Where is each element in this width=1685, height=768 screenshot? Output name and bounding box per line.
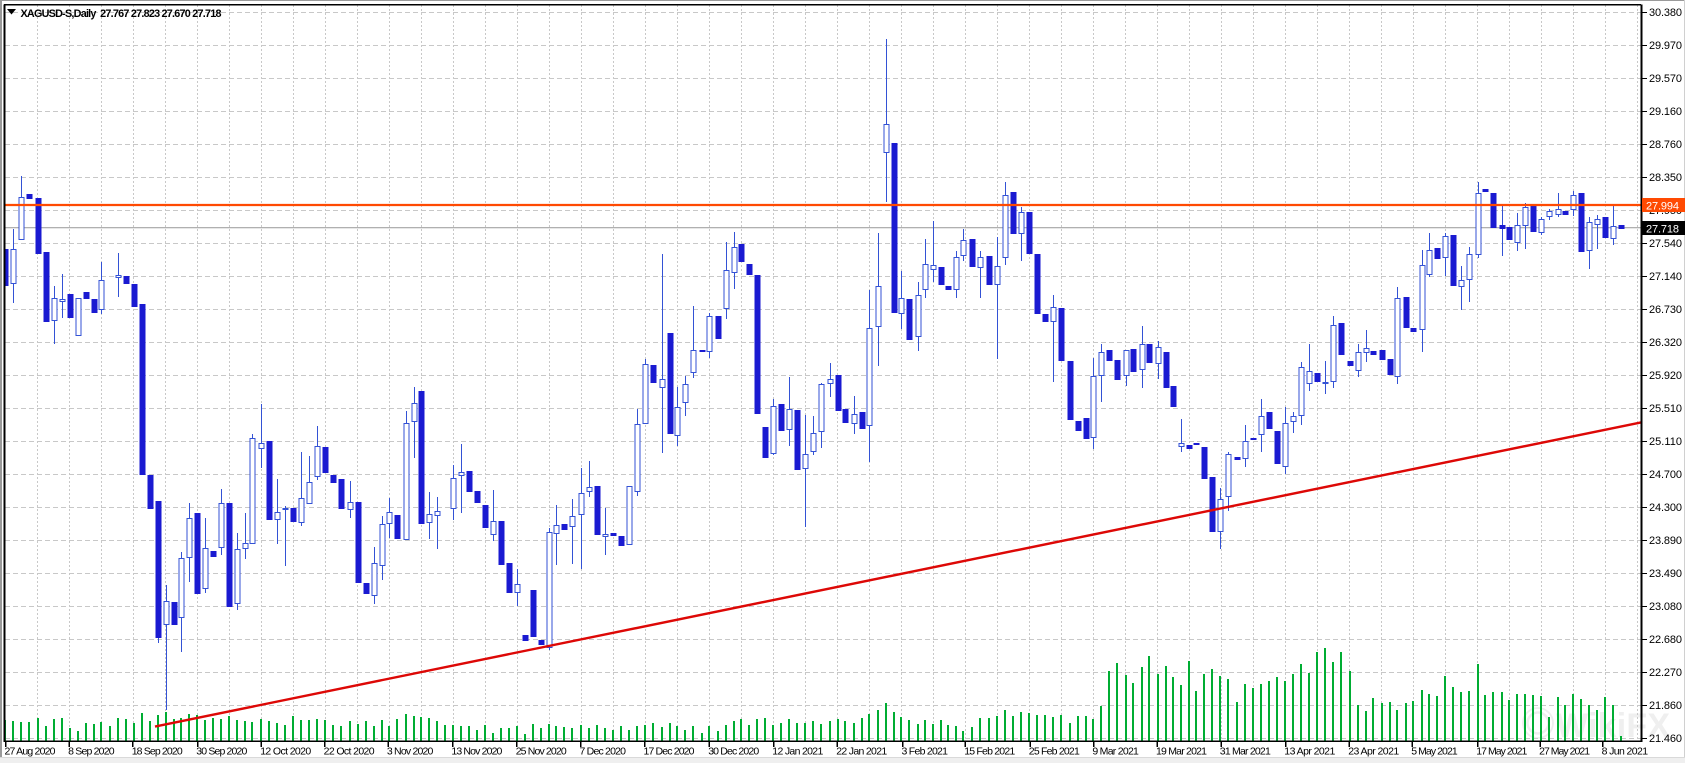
svg-text:27.140: 27.140 [1649, 271, 1682, 283]
svg-text:23 Apr 2021: 23 Apr 2021 [1348, 746, 1399, 758]
svg-text:25.510: 25.510 [1649, 403, 1682, 415]
svg-text:23.490: 23.490 [1649, 568, 1682, 580]
svg-text:21.460: 21.460 [1649, 733, 1682, 745]
svg-text:28.350: 28.350 [1649, 172, 1682, 184]
svg-text:25 Nov 2020: 25 Nov 2020 [516, 746, 567, 758]
svg-text:28.760: 28.760 [1649, 139, 1682, 151]
svg-text:26.730: 26.730 [1649, 304, 1682, 316]
svg-text:26.320: 26.320 [1649, 337, 1682, 349]
svg-text:3 Feb 2021: 3 Feb 2021 [902, 746, 949, 758]
svg-text:30 Dec 2020: 30 Dec 2020 [708, 746, 759, 758]
svg-text:17 Dec 2020: 17 Dec 2020 [644, 746, 695, 758]
svg-text:9 Mar 2021: 9 Mar 2021 [1092, 746, 1139, 758]
svg-text:21.860: 21.860 [1649, 700, 1682, 712]
svg-text:13 Apr 2021: 13 Apr 2021 [1284, 746, 1335, 758]
svg-text:30 Sep 2020: 30 Sep 2020 [196, 746, 247, 758]
svg-text:31 Mar 2021: 31 Mar 2021 [1220, 746, 1271, 758]
svg-text:25.110: 25.110 [1649, 436, 1682, 448]
svg-text:27.994: 27.994 [1646, 201, 1679, 213]
svg-text:17 May 2021: 17 May 2021 [1476, 746, 1527, 758]
svg-text:5 May 2021: 5 May 2021 [1411, 746, 1458, 758]
svg-text:19 Mar 2021: 19 Mar 2021 [1156, 746, 1207, 758]
svg-text:22.270: 22.270 [1649, 667, 1682, 679]
svg-text:12 Oct 2020: 12 Oct 2020 [260, 746, 311, 758]
svg-text:22 Jan 2021: 22 Jan 2021 [836, 746, 887, 758]
svg-text:15 Feb 2021: 15 Feb 2021 [964, 746, 1015, 758]
svg-text:13 Nov 2020: 13 Nov 2020 [451, 746, 502, 758]
svg-text:22.680: 22.680 [1649, 634, 1682, 646]
svg-text:23.080: 23.080 [1649, 601, 1682, 613]
svg-text:23.890: 23.890 [1649, 535, 1682, 547]
svg-text:8 Jun 2021: 8 Jun 2021 [1602, 746, 1649, 758]
svg-text:12 Jan 2021: 12 Jan 2021 [772, 746, 823, 758]
svg-text:22 Oct 2020: 22 Oct 2020 [324, 746, 375, 758]
svg-text:29.160: 29.160 [1649, 106, 1682, 118]
svg-text:27 Aug 2020: 27 Aug 2020 [5, 746, 56, 758]
svg-text:24.300: 24.300 [1649, 502, 1682, 514]
svg-text:18 Sep 2020: 18 Sep 2020 [132, 746, 183, 758]
svg-text:8 Sep 2020: 8 Sep 2020 [68, 746, 115, 758]
svg-text:30.380: 30.380 [1649, 7, 1682, 19]
svg-text:25 Feb 2021: 25 Feb 2021 [1029, 746, 1080, 758]
svg-text:27.540: 27.540 [1649, 238, 1682, 250]
svg-text:25.920: 25.920 [1649, 370, 1682, 382]
svg-text:29.970: 29.970 [1649, 40, 1682, 52]
svg-text:24.700: 24.700 [1649, 469, 1682, 481]
svg-text:XAGUSD-S,Daily 27.767 27.823: XAGUSD-S,Daily 27.767 27.823 27.670 27.7… [21, 8, 222, 20]
svg-text:27 May 2021: 27 May 2021 [1539, 746, 1590, 758]
svg-text:27.718: 27.718 [1646, 224, 1679, 236]
svg-text:7 Dec 2020: 7 Dec 2020 [580, 746, 627, 758]
svg-text:3 Nov 2020: 3 Nov 2020 [387, 746, 434, 758]
svg-text:29.570: 29.570 [1649, 73, 1682, 85]
